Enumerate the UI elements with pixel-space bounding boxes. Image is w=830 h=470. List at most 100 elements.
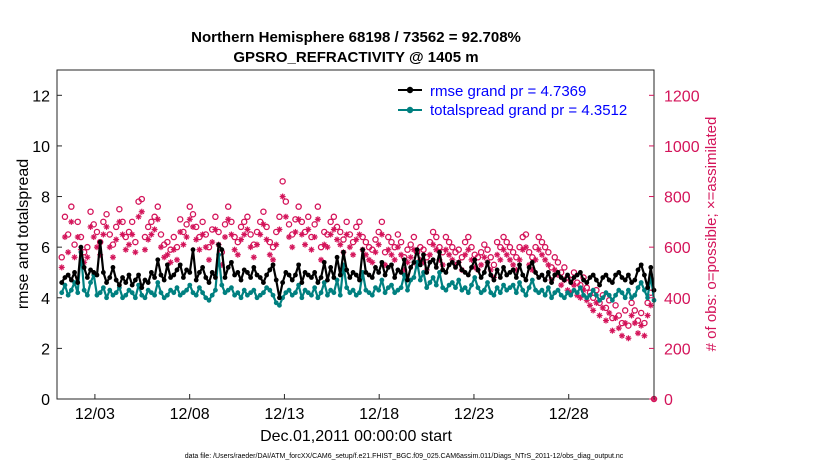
rmse-point — [481, 270, 487, 275]
assimilated-point — [270, 256, 277, 263]
possible-point — [77, 233, 85, 241]
possible-point — [144, 223, 152, 231]
assimilated-point — [180, 241, 187, 248]
chart-title-line2: GPSRO_REFRACTIVITY @ 1405 m — [233, 49, 478, 66]
rmse-point — [267, 267, 273, 273]
totalspread-point — [497, 290, 503, 296]
possible-point — [128, 218, 136, 226]
rmse-point — [283, 270, 289, 275]
legend-label-rmse: rmse grand pr = 4.7369 — [430, 83, 586, 100]
totalspread-point — [235, 290, 241, 296]
totalspread-point — [180, 290, 186, 296]
assimilated-point — [244, 226, 251, 233]
totalspread-point — [94, 292, 100, 298]
totalspread-point — [241, 287, 247, 293]
totalspread-series — [59, 249, 657, 308]
possible-point — [641, 319, 648, 327]
possible-point — [554, 259, 562, 266]
rmse-point — [616, 270, 622, 275]
possible-point — [106, 231, 114, 238]
totalspread-point — [270, 292, 276, 298]
assimilated-point — [388, 251, 395, 258]
possible-point — [304, 213, 312, 221]
totalspread-point — [536, 290, 542, 296]
rmse-point — [161, 277, 167, 283]
totalspread-point — [309, 292, 314, 298]
possible-point — [349, 238, 357, 246]
possible-point — [461, 238, 469, 246]
possible-point — [90, 221, 98, 228]
possible-point — [356, 218, 363, 226]
rmse-point — [427, 259, 433, 265]
rmse-point — [536, 275, 542, 280]
rmse-point — [209, 270, 215, 275]
rmse-point — [449, 259, 455, 265]
possible-point — [100, 218, 107, 226]
rmse-point — [174, 267, 180, 273]
possible-point — [570, 269, 578, 276]
rmse-point — [168, 275, 173, 280]
totalspread-point — [433, 282, 439, 288]
totalspread-point — [261, 290, 266, 296]
totalspread-point — [145, 287, 151, 293]
possible-point — [256, 218, 264, 226]
totalspread-point — [606, 292, 612, 298]
rmse-point — [462, 270, 468, 275]
rmse-point — [206, 280, 212, 285]
possible-point — [317, 243, 325, 251]
totalspread-point — [382, 290, 388, 296]
totalspread-point — [347, 290, 353, 296]
y-right-tick-label: 1200 — [664, 88, 700, 105]
assimilated-point — [135, 213, 142, 220]
possible-point — [484, 246, 491, 253]
rmse-point — [440, 267, 446, 273]
rmse-point — [408, 265, 414, 270]
totalspread-point — [545, 285, 551, 291]
assimilated-point — [196, 246, 203, 253]
rmse-point — [97, 239, 103, 245]
rmse-point — [552, 272, 558, 278]
totalspread-point — [395, 287, 401, 293]
rmse-point — [158, 272, 164, 278]
assimilated-point — [132, 249, 139, 256]
totalspread-point — [561, 295, 567, 301]
assimilated-point — [209, 239, 216, 246]
rmse-point — [520, 272, 526, 278]
assimilated-point — [173, 256, 180, 263]
totalspread-point — [593, 292, 599, 298]
assimilated-point — [478, 261, 485, 268]
rmse-point — [401, 257, 407, 263]
y-right-tick-label: 1000 — [664, 139, 700, 156]
totalspread-point — [148, 290, 154, 296]
possible-point — [176, 216, 184, 223]
possible-series — [58, 178, 658, 403]
possible-point — [535, 233, 542, 241]
rmse-point — [104, 280, 109, 285]
totalspread-point — [238, 295, 244, 301]
totalspread-point — [251, 287, 257, 293]
assimilated-point — [641, 332, 648, 339]
rmse-point — [555, 270, 561, 275]
totalspread-point — [158, 290, 164, 296]
rmse-point — [485, 259, 490, 265]
possible-point — [490, 261, 498, 269]
assimilated-point — [558, 282, 565, 289]
x-tick-label: 12/28 — [549, 406, 589, 423]
totalspread-point — [385, 285, 391, 291]
data-file-footer: data file: /Users/raeder/DAI/ATM_forcXX/… — [185, 453, 624, 460]
totalspread-point — [203, 295, 209, 301]
totalspread-point — [62, 282, 68, 288]
assimilated-point — [266, 251, 273, 258]
totalspread-point — [65, 292, 71, 298]
rmse-point — [424, 270, 430, 275]
rmse-point — [277, 295, 282, 301]
possible-point — [157, 231, 165, 238]
rmse-point — [446, 262, 452, 268]
possible-point — [71, 241, 78, 248]
possible-point — [487, 254, 494, 261]
totalspread-point — [139, 292, 145, 298]
assimilated-point — [618, 332, 625, 339]
totalspread-point — [132, 295, 138, 301]
totalspread-point — [568, 292, 574, 298]
possible-point — [221, 221, 229, 228]
